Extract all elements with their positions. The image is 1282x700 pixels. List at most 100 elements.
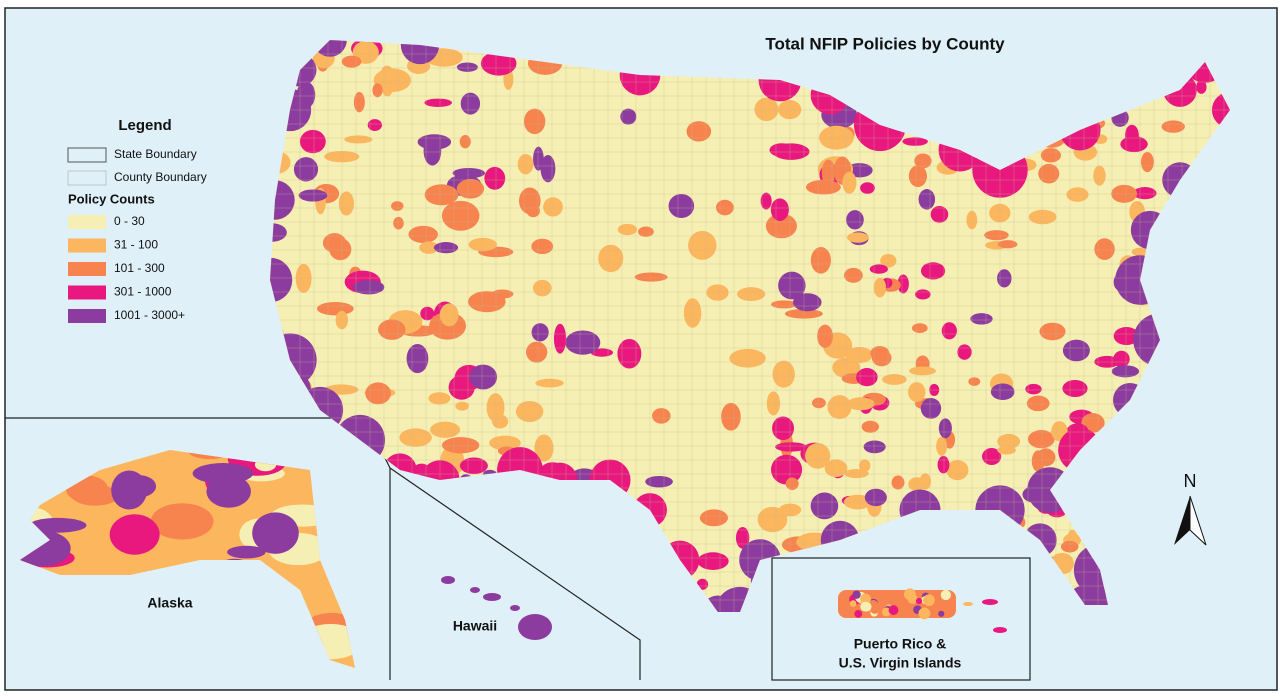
county-patch — [393, 216, 404, 230]
legend-label: 31 - 100 — [114, 238, 158, 252]
county-patch — [919, 473, 932, 490]
county-patch — [322, 233, 347, 253]
county-patch — [645, 475, 673, 488]
county-patch — [775, 442, 807, 452]
county-patch — [469, 364, 498, 390]
inset-label: Alaska — [147, 595, 192, 611]
county-patch — [984, 230, 1009, 241]
county-patch — [192, 463, 254, 484]
county-patch — [316, 301, 354, 316]
county-patch — [1125, 124, 1139, 146]
county-patch — [937, 456, 950, 474]
county-patch — [810, 247, 831, 274]
county-patch — [852, 590, 861, 599]
county-patch — [819, 125, 854, 150]
county-patch — [293, 157, 319, 182]
county-patch — [424, 98, 452, 107]
county-patch — [299, 129, 326, 154]
county-patch — [686, 121, 712, 142]
county-patch — [652, 408, 671, 424]
county-patch — [1140, 152, 1154, 173]
county-patch — [480, 51, 517, 76]
county-patch — [456, 62, 478, 72]
county-patch — [793, 293, 822, 312]
county-patch — [997, 445, 1016, 455]
county-patch — [882, 374, 907, 385]
county-patch — [1028, 209, 1057, 225]
county-patch — [902, 137, 928, 146]
county-patch — [150, 503, 214, 540]
county-patch — [862, 602, 872, 612]
county-patch — [873, 277, 887, 298]
county-patch — [908, 382, 926, 403]
county-patch — [769, 143, 794, 157]
county-patch — [1039, 322, 1066, 341]
legend-subtitle: Policy Counts — [68, 191, 155, 206]
island — [963, 602, 973, 606]
county-patch — [844, 469, 869, 479]
county-patch — [957, 344, 972, 360]
county-patch — [856, 368, 878, 387]
county-patch — [683, 298, 702, 328]
legend-title: Legend — [118, 117, 171, 134]
county-patch — [543, 197, 563, 217]
county-patch — [423, 136, 442, 166]
inset-label: U.S. Virgin Islands — [839, 655, 962, 671]
county-patch — [486, 393, 505, 423]
county-patch — [406, 343, 429, 374]
legend-label: 0 - 30 — [114, 214, 145, 228]
county-patch — [1060, 540, 1079, 553]
county-patch — [860, 593, 871, 605]
legend-label: 101 - 300 — [114, 261, 165, 275]
legend-swatch — [68, 215, 106, 229]
county-patch — [441, 200, 480, 231]
county-patch — [908, 165, 928, 188]
county-patch — [860, 182, 875, 194]
county-patch — [936, 436, 948, 456]
county-patch — [489, 435, 521, 451]
county-patch — [966, 210, 978, 230]
legend-label: 1001 - 3000+ — [114, 308, 185, 322]
island — [518, 614, 552, 640]
county-patch — [634, 272, 668, 282]
county-patch — [864, 488, 887, 507]
county-patch — [911, 323, 928, 333]
county-patch — [706, 284, 729, 301]
county-patch — [765, 213, 797, 239]
county-patch — [880, 253, 897, 268]
county-patch — [920, 262, 946, 280]
coastal-patch — [400, 40, 440, 65]
county-patch — [341, 55, 362, 68]
legend: Legend State Boundary County Boundary Polic… — [67, 117, 207, 323]
county-patch — [109, 514, 160, 555]
county-patch — [938, 610, 945, 617]
county-patch — [1026, 395, 1050, 412]
county-patch — [298, 189, 328, 202]
county-patch — [459, 134, 471, 149]
county-patch — [940, 589, 951, 601]
county-patch — [843, 267, 863, 283]
county-patch — [29, 517, 87, 533]
county-patch — [846, 210, 864, 230]
county-patch — [861, 420, 880, 433]
county-patch — [455, 401, 469, 411]
island — [993, 627, 1007, 633]
county-patch — [1062, 339, 1090, 362]
county-patch — [1027, 430, 1055, 449]
county-patch — [869, 603, 880, 614]
hawaii-map — [441, 576, 552, 640]
county-patch — [920, 397, 942, 419]
island — [510, 605, 520, 611]
county-patch — [785, 477, 799, 490]
county-patch — [772, 360, 795, 388]
county-patch — [968, 377, 981, 386]
county-patch — [526, 341, 548, 363]
county-patch — [71, 484, 119, 506]
legend-swatch — [68, 262, 106, 276]
county-patch — [227, 545, 266, 559]
county-patch — [1038, 163, 1060, 184]
county-patch — [982, 448, 1002, 465]
county-patch — [620, 108, 637, 125]
county-patch — [517, 154, 534, 175]
county-patch — [697, 552, 729, 570]
